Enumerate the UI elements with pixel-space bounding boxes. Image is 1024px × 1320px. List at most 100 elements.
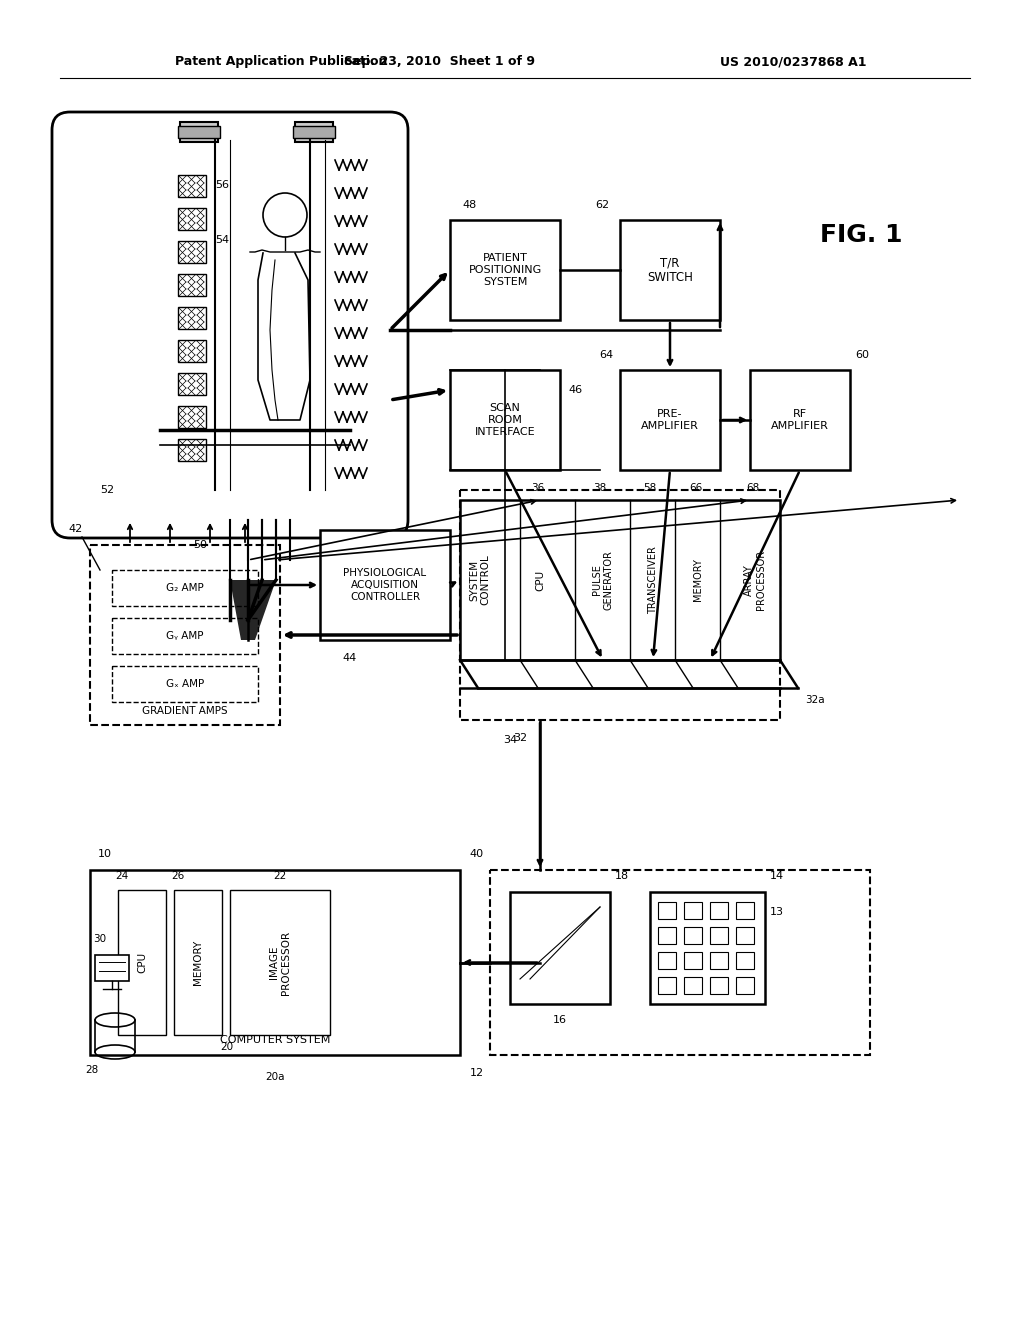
Text: IMAGE
PROCESSOR: IMAGE PROCESSOR bbox=[269, 931, 291, 994]
Bar bbox=[174, 890, 222, 1035]
Bar bbox=[620, 220, 720, 319]
Bar bbox=[650, 892, 765, 1005]
Bar bbox=[178, 275, 206, 296]
Bar bbox=[178, 242, 206, 263]
Text: 13: 13 bbox=[770, 907, 784, 917]
Bar bbox=[230, 890, 330, 1035]
Bar bbox=[658, 927, 676, 944]
Text: CPU: CPU bbox=[535, 569, 545, 590]
Text: SYSTEM
CONTROL: SYSTEM CONTROL bbox=[469, 554, 490, 606]
Bar bbox=[490, 870, 870, 1055]
Bar bbox=[658, 902, 676, 919]
Bar bbox=[710, 927, 728, 944]
Bar bbox=[658, 952, 676, 969]
Text: MEMORY: MEMORY bbox=[693, 558, 703, 602]
Text: 62: 62 bbox=[595, 201, 609, 210]
Text: 32a: 32a bbox=[805, 696, 824, 705]
Text: TRANSCEIVER: TRANSCEIVER bbox=[648, 546, 658, 614]
Bar bbox=[178, 209, 206, 230]
Text: 60: 60 bbox=[855, 350, 869, 360]
Text: FIG. 1: FIG. 1 bbox=[820, 223, 902, 247]
Text: 28: 28 bbox=[85, 1065, 98, 1074]
Bar bbox=[460, 500, 780, 660]
Text: 24: 24 bbox=[116, 871, 129, 880]
Text: 56: 56 bbox=[215, 180, 229, 190]
Bar bbox=[178, 308, 206, 329]
Text: Gᵧ AMP: Gᵧ AMP bbox=[166, 631, 204, 642]
Bar bbox=[684, 927, 702, 944]
Bar bbox=[710, 952, 728, 969]
Text: 38: 38 bbox=[593, 483, 606, 492]
Text: 14: 14 bbox=[770, 871, 784, 880]
FancyBboxPatch shape bbox=[52, 112, 408, 539]
Text: Patent Application Publication: Patent Application Publication bbox=[175, 55, 387, 69]
Text: PRE-
AMPLIFIER: PRE- AMPLIFIER bbox=[641, 409, 699, 430]
Text: 30: 30 bbox=[93, 935, 106, 944]
Bar bbox=[736, 952, 754, 969]
Bar bbox=[684, 902, 702, 919]
Polygon shape bbox=[230, 579, 276, 640]
Text: 46: 46 bbox=[568, 385, 582, 395]
Bar bbox=[112, 618, 258, 653]
Bar bbox=[710, 977, 728, 994]
Bar bbox=[736, 977, 754, 994]
Bar bbox=[293, 125, 335, 139]
Bar bbox=[95, 954, 129, 981]
Text: 40: 40 bbox=[470, 849, 484, 859]
Bar bbox=[684, 952, 702, 969]
Bar bbox=[319, 531, 450, 640]
Text: 68: 68 bbox=[746, 483, 760, 492]
Text: 66: 66 bbox=[689, 483, 702, 492]
Text: T/R
SWITCH: T/R SWITCH bbox=[647, 256, 693, 284]
Bar bbox=[736, 927, 754, 944]
Text: 10: 10 bbox=[98, 849, 112, 859]
Bar bbox=[112, 570, 258, 606]
Text: 20a: 20a bbox=[265, 1072, 285, 1082]
Text: RF
AMPLIFIER: RF AMPLIFIER bbox=[771, 409, 829, 430]
Bar bbox=[90, 545, 280, 725]
Text: 58: 58 bbox=[643, 483, 656, 492]
Text: 26: 26 bbox=[171, 871, 184, 880]
Text: 42: 42 bbox=[69, 524, 83, 535]
Text: US 2010/0237868 A1: US 2010/0237868 A1 bbox=[720, 55, 866, 69]
Bar bbox=[178, 341, 206, 362]
Text: 44: 44 bbox=[343, 653, 357, 663]
Bar bbox=[178, 440, 206, 461]
Bar bbox=[450, 370, 560, 470]
Bar bbox=[295, 121, 333, 143]
Text: GRADIENT AMPS: GRADIENT AMPS bbox=[142, 706, 227, 715]
Bar bbox=[510, 892, 610, 1005]
Text: ARRAY
PROCESSOR: ARRAY PROCESSOR bbox=[744, 550, 766, 610]
Text: 16: 16 bbox=[553, 1015, 567, 1026]
Text: CPU: CPU bbox=[137, 952, 147, 973]
Text: 64: 64 bbox=[599, 350, 613, 360]
Text: 34: 34 bbox=[503, 735, 517, 744]
Text: 22: 22 bbox=[273, 871, 287, 880]
Bar bbox=[90, 870, 460, 1055]
Text: 18: 18 bbox=[615, 871, 629, 880]
Bar bbox=[710, 902, 728, 919]
Text: 54: 54 bbox=[215, 235, 229, 246]
Bar bbox=[118, 890, 166, 1035]
Bar bbox=[112, 667, 258, 702]
Bar bbox=[450, 220, 560, 319]
Bar bbox=[736, 902, 754, 919]
Bar bbox=[178, 407, 206, 428]
Text: COMPUTER SYSTEM: COMPUTER SYSTEM bbox=[220, 1035, 330, 1045]
Bar bbox=[460, 490, 780, 719]
Text: 12: 12 bbox=[470, 1068, 484, 1078]
Text: 52: 52 bbox=[100, 484, 114, 495]
Text: 32: 32 bbox=[513, 733, 527, 743]
Bar bbox=[178, 176, 206, 197]
Text: PULSE
GENERATOR: PULSE GENERATOR bbox=[592, 550, 613, 610]
Text: Gₓ AMP: Gₓ AMP bbox=[166, 678, 204, 689]
Bar bbox=[684, 977, 702, 994]
Bar bbox=[178, 374, 206, 395]
Text: Sep. 23, 2010  Sheet 1 of 9: Sep. 23, 2010 Sheet 1 of 9 bbox=[344, 55, 536, 69]
Text: 50: 50 bbox=[193, 540, 207, 550]
Text: 36: 36 bbox=[531, 483, 545, 492]
Text: 20: 20 bbox=[220, 1041, 233, 1052]
Text: 48: 48 bbox=[463, 201, 477, 210]
Text: PHYSIOLOGICAL
ACQUISITION
CONTROLLER: PHYSIOLOGICAL ACQUISITION CONTROLLER bbox=[343, 569, 427, 602]
Text: PATIENT
POSITIONING
SYSTEM: PATIENT POSITIONING SYSTEM bbox=[468, 253, 542, 286]
